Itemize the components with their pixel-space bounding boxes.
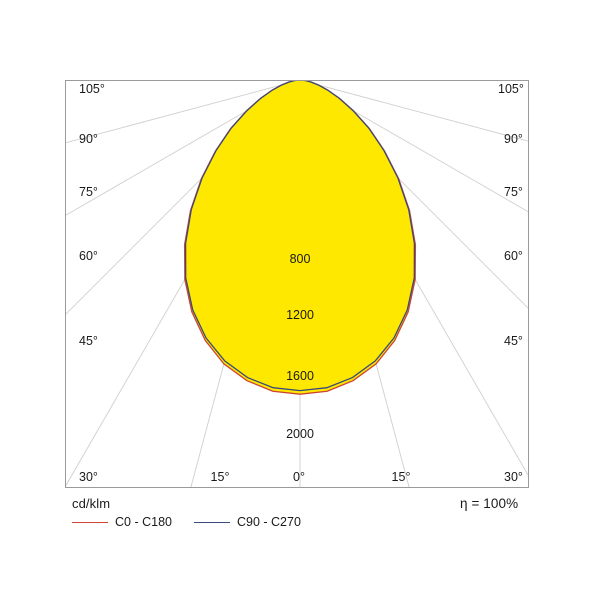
ring-label-2000: 2000	[286, 427, 314, 441]
angle-label-bottom-0: 0°	[293, 470, 305, 484]
angle-label-bottom-15-left: 15°	[211, 470, 230, 484]
angle-label-right-60: 60°	[504, 249, 523, 263]
angle-label-left-60: 60°	[79, 249, 98, 263]
distribution-fill	[184, 81, 416, 395]
grid-rings	[0, 0, 600, 40]
angle-label-left-30: 30°	[79, 470, 98, 484]
legend: C0 - C180 C90 - C270	[72, 515, 301, 529]
legend-swatch-c0-c180	[72, 521, 108, 523]
legend-swatch-c90-c270	[193, 521, 230, 523]
curve-c90-c270	[184, 81, 416, 392]
angle-label-left-45: 45°	[79, 334, 98, 348]
angle-label-right-105: 105°	[498, 82, 524, 96]
angle-label-left-105: 105°	[79, 82, 105, 96]
angle-label-left-90: 90°	[79, 132, 98, 146]
angle-label-left-75: 75°	[79, 185, 98, 199]
legend-item-c0-c180[interactable]: C0 - C180	[72, 515, 172, 529]
ring-label-800: 800	[290, 252, 311, 266]
legend-label-c0-c180: C0 - C180	[115, 515, 172, 529]
angle-label-right-75: 75°	[504, 185, 523, 199]
unit-label: cd/klm	[72, 496, 111, 511]
ring-label-1200: 1200	[286, 308, 314, 322]
angle-label-right-45: 45°	[504, 334, 523, 348]
legend-item-c90-c270[interactable]: C90 - C270	[193, 515, 301, 529]
angle-label-right-90: 90°	[504, 132, 523, 146]
legend-label-c90-c270: C90 - C270	[236, 515, 301, 529]
angle-label-right-30: 30°	[504, 470, 523, 484]
ring-label-1600: 1600	[286, 369, 314, 383]
angle-label-bottom-15-right: 15°	[392, 470, 411, 484]
efficiency-label: η = 100%	[460, 496, 519, 511]
